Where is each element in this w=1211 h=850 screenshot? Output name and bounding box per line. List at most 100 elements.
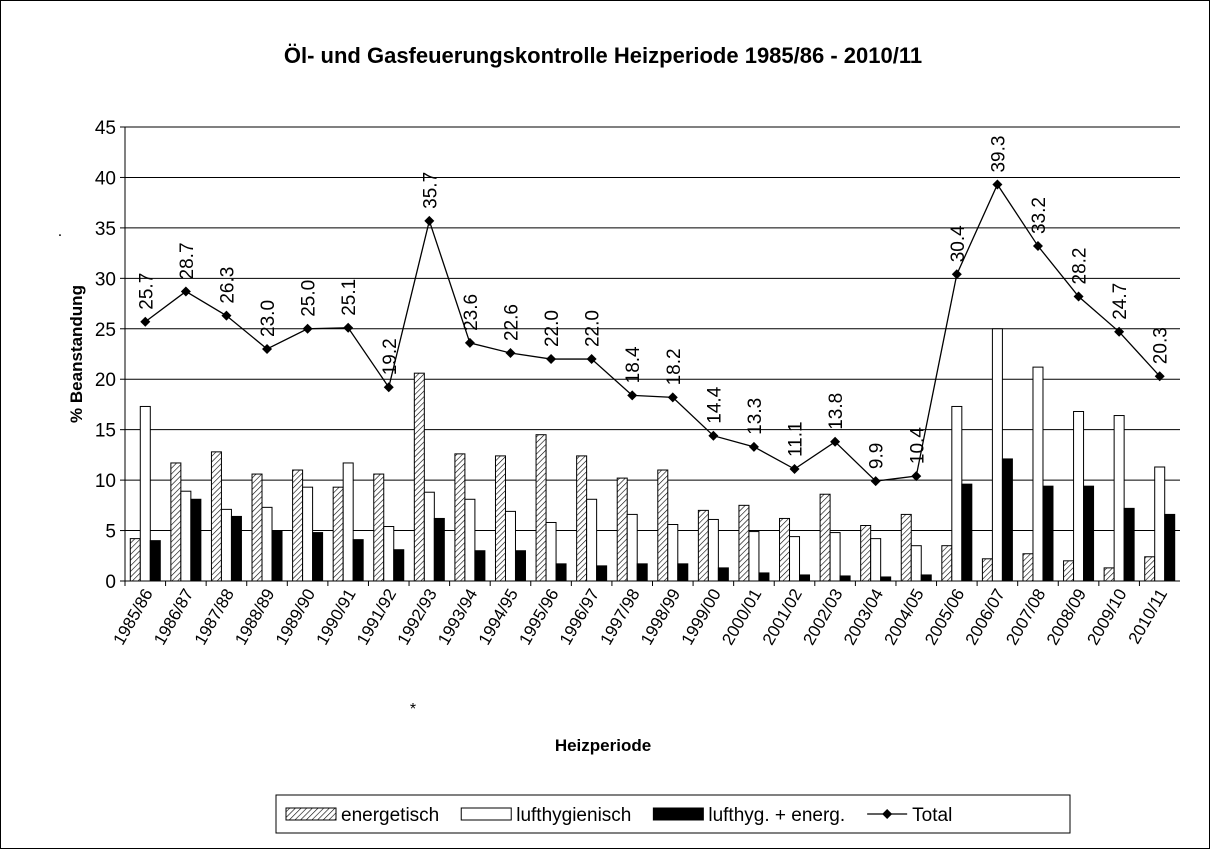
bar <box>302 486 314 582</box>
y-tick-label: 15 <box>95 421 116 442</box>
line-marker <box>667 392 678 403</box>
bar <box>1113 415 1125 582</box>
line-marker <box>789 464 800 475</box>
line-marker <box>383 382 394 393</box>
bar <box>738 504 750 582</box>
y-tick-label: 35 <box>95 219 116 240</box>
line-marker <box>1032 241 1043 252</box>
bar <box>261 506 273 582</box>
data-label: 13.3 <box>745 398 766 435</box>
legend-label: Total <box>912 805 952 826</box>
bar <box>819 493 831 582</box>
bar <box>586 498 598 582</box>
data-label: 14.4 <box>704 386 725 423</box>
line-marker <box>424 215 435 226</box>
line-marker <box>951 269 962 280</box>
bar <box>514 550 526 582</box>
data-label: 24.7 <box>1110 283 1131 320</box>
bar <box>981 558 993 582</box>
y-tick-label: 30 <box>95 269 116 290</box>
annotation: . <box>58 223 62 240</box>
line-marker <box>911 471 922 482</box>
bar <box>1032 366 1044 582</box>
data-label: 22.0 <box>583 310 604 347</box>
legend-swatch <box>285 807 337 821</box>
data-label: 23.6 <box>461 294 482 331</box>
y-axis-title: % Beanstandung <box>67 285 86 423</box>
bar <box>951 405 963 582</box>
bar <box>697 509 709 582</box>
bar <box>494 455 506 582</box>
bar <box>920 574 932 582</box>
bar <box>251 473 263 582</box>
bar <box>839 575 851 582</box>
data-label: 18.4 <box>623 346 644 383</box>
bar <box>1083 485 1095 582</box>
data-label: 25.1 <box>339 279 360 316</box>
bar <box>799 574 811 582</box>
data-label: 18.2 <box>664 348 685 385</box>
bar <box>991 328 1003 582</box>
bar <box>170 462 182 582</box>
line-marker <box>748 441 759 452</box>
bar <box>220 508 232 582</box>
bar <box>870 538 882 582</box>
data-label: 25.7 <box>136 273 157 310</box>
line-marker <box>546 354 557 365</box>
bar <box>626 513 638 582</box>
bar <box>504 510 516 582</box>
bar <box>789 536 801 582</box>
y-tick-label: 0 <box>105 572 116 593</box>
legend-label: lufthyg. + energ. <box>708 805 845 826</box>
legend: energetisch lufthygienisch lufthyg. + ener… <box>275 794 1071 834</box>
line-marker <box>505 347 516 358</box>
bar <box>433 517 445 582</box>
line-marker <box>992 179 1003 190</box>
annotation: * <box>410 701 416 718</box>
line-marker <box>262 343 273 354</box>
bar <box>860 525 872 582</box>
bar <box>230 515 242 582</box>
legend-label: lufthygienisch <box>516 805 631 826</box>
bar <box>129 538 141 582</box>
bar <box>342 462 354 582</box>
bar <box>352 539 364 582</box>
legend-swatch <box>460 807 512 821</box>
bar <box>423 491 435 582</box>
line-marker <box>464 337 475 348</box>
data-label: 25.0 <box>299 280 320 317</box>
bar <box>1144 556 1156 582</box>
bar <box>1103 567 1115 582</box>
data-label: 23.0 <box>258 300 279 337</box>
bar <box>636 563 648 582</box>
bar <box>910 545 922 582</box>
bar <box>292 469 304 582</box>
line-marker <box>1154 371 1165 382</box>
bar <box>545 521 557 582</box>
legend-swatch <box>652 807 704 821</box>
bar <box>210 451 222 582</box>
legend-swatch <box>882 809 893 819</box>
bar <box>1001 458 1013 582</box>
line-marker <box>221 310 232 321</box>
bar <box>576 455 588 582</box>
legend-label: energetisch <box>341 805 439 826</box>
bar <box>271 530 283 582</box>
y-tick-label: 5 <box>105 522 116 543</box>
y-tick-label: 40 <box>95 168 116 189</box>
bar <box>657 469 669 582</box>
line <box>144 183 1161 482</box>
y-tick-label: 25 <box>95 320 116 341</box>
data-label: 22.0 <box>542 310 563 347</box>
line-marker <box>586 354 597 365</box>
bar <box>880 576 892 582</box>
line-marker <box>1114 326 1125 337</box>
bar <box>1022 553 1034 582</box>
line-marker <box>302 323 313 334</box>
x-axis-title: Heizperiode <box>555 736 651 755</box>
bar <box>312 532 324 582</box>
bar <box>779 517 791 582</box>
bar <box>535 434 547 582</box>
bar <box>677 563 689 582</box>
